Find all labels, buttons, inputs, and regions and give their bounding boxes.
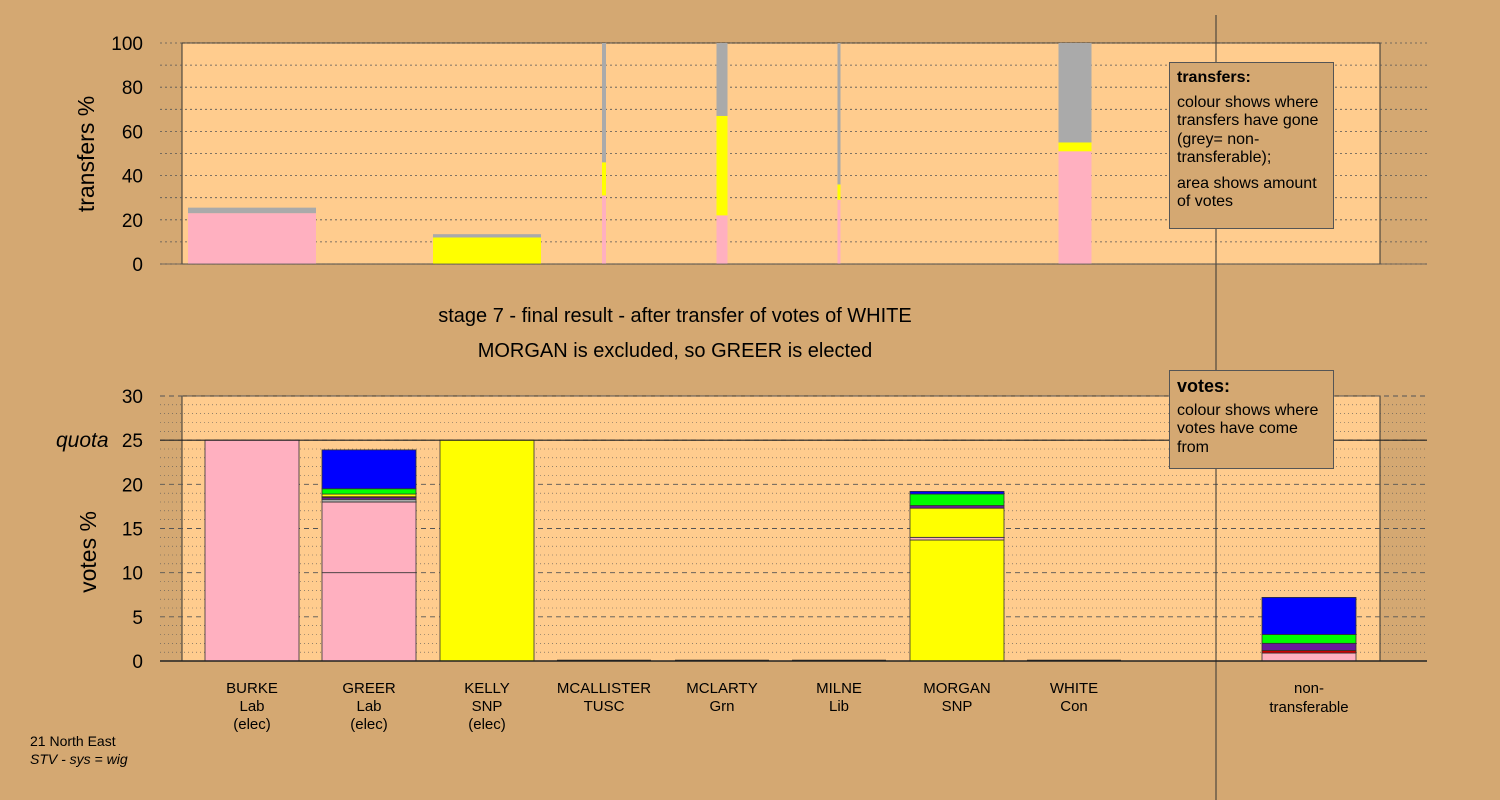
transfer-segment-mcallister-snp	[602, 162, 606, 196]
transfer-segment-white-lab	[1058, 151, 1092, 264]
transfers-ylabel: transfers %	[73, 96, 99, 212]
votes-ytick-label: 25	[122, 431, 143, 452]
votes-ytick-label: 15	[122, 520, 143, 541]
transfer-segment-milne-snp	[837, 184, 841, 200]
candidate-name-label: WHITE	[1050, 680, 1098, 697]
candidate-name-label: GREER	[342, 680, 396, 697]
vote-segment-burke-lab	[204, 439, 300, 662]
nontransferable-label: non-	[1294, 680, 1324, 697]
transfer-segment-mclarty-lab	[716, 215, 728, 264]
transfer-segment-kelly-nontransferable	[433, 234, 541, 238]
transfers-ytick-label: 60	[122, 122, 143, 143]
footer-region: 21 North East	[30, 733, 116, 749]
candidate-party-label: Grn	[709, 698, 734, 715]
vote-segment-greer-grn	[321, 488, 417, 495]
vote-segment-morgan-grn	[909, 493, 1005, 506]
candidate-name-label: MILNE	[816, 680, 862, 697]
transfer-segment-milne-lab	[837, 199, 841, 264]
candidate-party-label: SNP	[472, 698, 503, 715]
votes-legend: votes: colour shows where votes have com…	[1169, 370, 1334, 469]
vote-segment-nontransferable-grn	[1261, 634, 1357, 644]
stage-title: stage 7 - final result - after transfer …	[438, 305, 912, 327]
footer: 21 North East STV - sys = wig	[30, 732, 128, 768]
stage-subtitle: MORGAN is excluded, so GREER is elected	[477, 340, 873, 362]
transfers-ytick-label: 40	[122, 167, 143, 188]
votes-legend-text1: colour shows where votes have come from	[1177, 401, 1319, 456]
candidate-status-label: (elec)	[233, 716, 271, 733]
transfers-legend-title: transfers:	[1177, 69, 1251, 86]
vote-segment-morgan-snp	[909, 507, 1005, 538]
transfers-legend: transfers: colour shows where transfers …	[1169, 62, 1334, 229]
candidate-party-label: Lab	[356, 698, 381, 715]
transfer-segment-white-nontransferable	[1058, 43, 1092, 143]
transfers-ytick-label: 100	[111, 34, 143, 55]
candidate-party-label: TUSC	[584, 698, 625, 715]
vote-segment-morgan-con	[909, 490, 1005, 495]
transfers-ytick-label: 80	[122, 78, 143, 99]
quota-label: quota	[56, 429, 109, 452]
votes-ytick-label: 0	[132, 652, 143, 673]
candidate-name-label: MCALLISTER	[557, 680, 651, 697]
votes-ytick-label: 10	[122, 564, 143, 585]
candidate-party-label: SNP	[942, 698, 973, 715]
votes-legend-title: votes:	[1177, 376, 1231, 396]
transfer-segment-burke-nontransferable	[188, 207, 316, 214]
vote-segment-nontransferable-con	[1261, 597, 1357, 635]
vote-segment-greer-lab	[321, 501, 417, 574]
transfer-segment-burke-lab	[188, 213, 316, 264]
votes-ylabel: votes %	[75, 511, 101, 593]
transfer-segment-mclarty-nontransferable	[716, 43, 728, 116]
candidate-party-label: Lib	[829, 698, 849, 715]
votes-ytick-label: 20	[122, 475, 143, 496]
candidate-name-label: BURKE	[226, 680, 278, 697]
candidate-party-label: Lab	[239, 698, 264, 715]
vote-segment-nontransferable-lab	[1261, 652, 1357, 662]
transfer-segment-mclarty-snp	[716, 115, 728, 216]
candidate-name-label: KELLY	[464, 680, 510, 697]
transfers-ytick-label: 0	[132, 255, 143, 276]
transfers-ytick-label: 20	[122, 211, 143, 232]
candidate-status-label: (elec)	[468, 716, 506, 733]
transfer-segment-mcallister-nontransferable	[602, 43, 606, 163]
transfer-segment-white-snp	[1058, 142, 1092, 152]
vote-segment-nontransferable-lib	[1261, 642, 1357, 651]
transfer-segment-milne-nontransferable	[837, 43, 841, 185]
transfers-legend-text2: area shows amount of votes	[1177, 174, 1317, 211]
transfer-segment-kelly-snp	[433, 237, 541, 264]
transfers-legend-text1: colour shows where transfers have gone (…	[1177, 93, 1319, 167]
nontransferable-label: transferable	[1269, 699, 1348, 716]
vote-segment-greer-con	[321, 449, 417, 490]
vote-segment-kelly-snp	[439, 439, 535, 662]
candidate-name-label: MORGAN	[923, 680, 991, 697]
vote-segment-greer-lab	[321, 572, 417, 662]
candidate-party-label: Con	[1060, 698, 1088, 715]
footer-system: STV - sys = wig	[30, 751, 128, 767]
candidate-name-label: MCLARTY	[686, 680, 757, 697]
transfer-segment-mcallister-lab	[602, 195, 606, 264]
votes-ytick-label: 5	[132, 608, 143, 629]
votes-ytick-label: 30	[122, 387, 143, 408]
vote-segment-morgan-snp	[909, 539, 1005, 662]
candidate-status-label: (elec)	[350, 716, 388, 733]
